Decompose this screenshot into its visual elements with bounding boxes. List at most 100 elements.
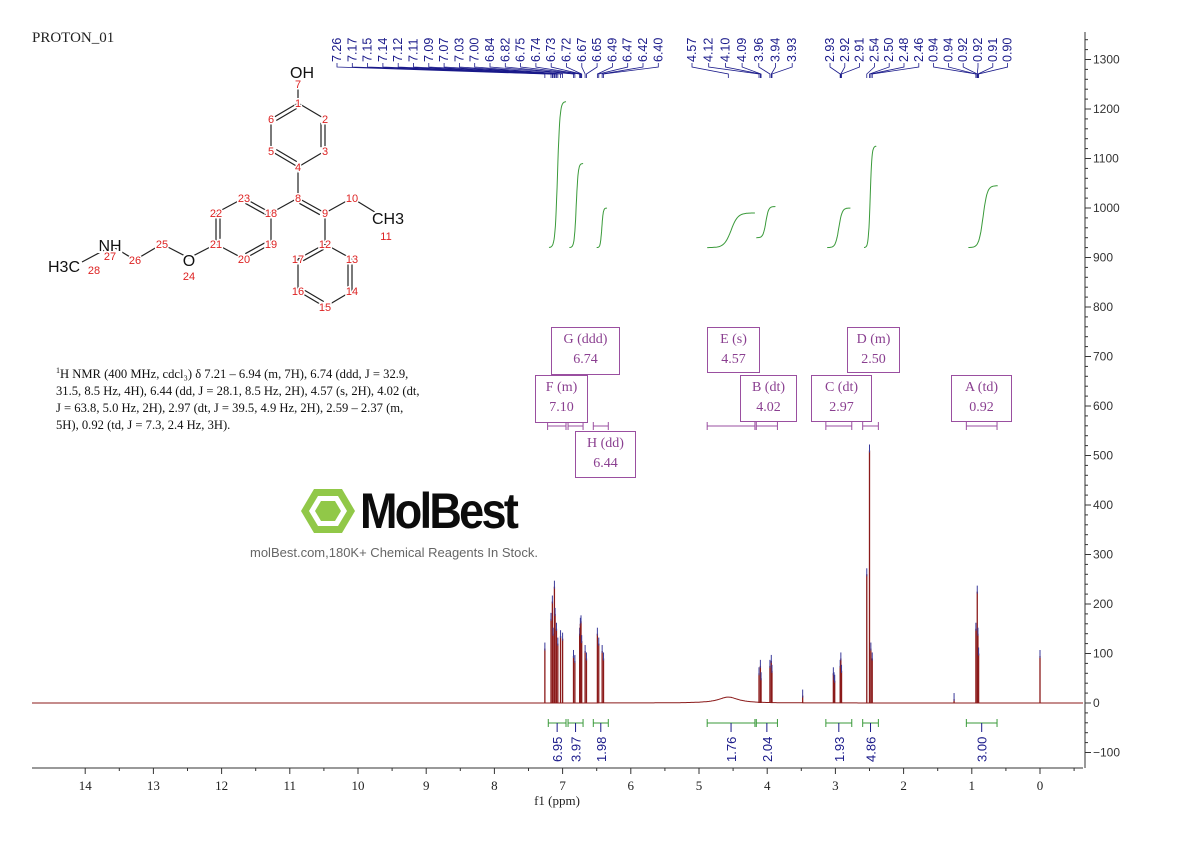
multiplet-shift: 7.10 — [549, 400, 574, 415]
multiplet-box-a: A (td) 0.92 — [951, 375, 1012, 422]
atom-number: 2 — [322, 114, 328, 126]
bond — [324, 243, 353, 260]
atom-number: 5 — [268, 146, 274, 158]
atom-number: 13 — [346, 254, 358, 266]
peak-label: 7.26 — [330, 38, 344, 62]
atom-number: 22 — [210, 208, 222, 220]
peak-label-connector — [770, 63, 776, 78]
bond — [161, 243, 190, 259]
integral-curve — [968, 185, 998, 248]
double-bond — [245, 202, 267, 216]
peak-label-connector — [603, 63, 659, 78]
peak-label-connector — [758, 63, 771, 78]
integral-curves — [548, 101, 998, 249]
peak-label-connector — [598, 63, 629, 78]
bond — [297, 290, 326, 308]
peak-label-connector — [840, 63, 846, 78]
peak-label-connector — [871, 63, 920, 78]
peak-label-connector — [866, 63, 875, 78]
y-tick-label: 200 — [1093, 597, 1113, 611]
peak-label: 7.03 — [452, 38, 466, 62]
bond — [188, 243, 217, 259]
x-tick-label: 7 — [559, 778, 566, 793]
atom-number: 11 — [380, 231, 391, 243]
bond — [297, 150, 326, 168]
peak-label: 6.72 — [560, 38, 574, 62]
peak-label-connector — [691, 63, 729, 78]
peak-label: 0.94 — [941, 38, 955, 62]
atom-number: 19 — [265, 239, 277, 251]
y-tick-label: 700 — [1093, 350, 1113, 364]
peak-label-connector — [725, 63, 761, 78]
bond — [297, 243, 326, 260]
atom-number: 18 — [265, 208, 277, 220]
peak-label: 2.92 — [838, 38, 852, 62]
x-tick-label: 12 — [215, 778, 228, 793]
atom-label-h3c: H3C — [48, 259, 80, 276]
x-tick-label: 9 — [423, 778, 430, 793]
multiplet-box-f: F (m) 7.10 — [535, 375, 588, 423]
multiplet-label: E (s) — [720, 332, 747, 347]
peak-labels: 7.26 7.17 7.15 7.14 7.12 7.11 7.09 7.07 7.03 7.00… — [330, 38, 1015, 78]
y-tick-label: 600 — [1093, 399, 1113, 413]
multiplet-label: B (dt) — [751, 380, 786, 395]
watermark-tagline: molBest.com,180K+ Chemical Reagents In S… — [250, 545, 538, 560]
peak-label: 2.54 — [867, 38, 881, 62]
double-bond — [302, 288, 325, 303]
peak-label-connector — [428, 63, 557, 78]
multiplet-box-h: H (dd) 6.44 — [575, 431, 636, 478]
bond — [324, 290, 353, 308]
nmr-description: 1H NMR (400 MHz, cdcl₃) δ 7.21 – 6.94 (m… — [56, 362, 426, 434]
bond — [81, 245, 113, 263]
atom-number: 14 — [346, 286, 358, 298]
watermark-logo-text: MolBest — [360, 483, 519, 539]
bond — [297, 197, 326, 214]
peak-label-connector — [841, 63, 860, 78]
peak-label: 0.90 — [1001, 38, 1015, 62]
integral-value: 3.97 — [569, 737, 584, 762]
peak-label: 6.74 — [529, 38, 543, 62]
integral-value: 6.95 — [550, 737, 565, 762]
peak-label-connector — [869, 63, 890, 78]
x-tick-label: 6 — [628, 778, 635, 793]
x-tick-label: 4 — [764, 778, 771, 793]
y-tick-label: 100 — [1093, 647, 1113, 661]
y-tick-label: 500 — [1093, 449, 1113, 463]
atom-number: 20 — [238, 254, 250, 266]
multiplet-box-c: C (dt) 2.97 — [811, 375, 872, 422]
peak-label-connector — [550, 63, 582, 78]
atom-number: 1 — [295, 98, 301, 110]
peak-label-connector — [520, 63, 581, 78]
multiplet-label: A (td) — [964, 380, 999, 395]
multiplet-shift: 2.97 — [829, 400, 854, 415]
atom-label-nh: NH — [98, 238, 121, 255]
bond — [134, 243, 163, 261]
x-tick-label: 2 — [900, 778, 907, 793]
atom-number: 4 — [295, 162, 301, 174]
spectrum-peaks — [544, 444, 1041, 703]
y-tick-label: 0 — [1093, 696, 1100, 710]
multiplet-label: G (ddd) — [563, 332, 608, 347]
peak-label-connector — [566, 63, 583, 78]
x-axis: 14 13 12 11 10 9 8 7 6 5 4 3 2 1 0 — [32, 767, 1083, 793]
integral-value: 1.93 — [832, 737, 847, 762]
peak-label: 2.93 — [823, 38, 837, 62]
bond — [351, 197, 379, 215]
integral-curve — [707, 212, 755, 249]
atom-number: 10 — [346, 193, 358, 205]
peak-label-connector — [474, 63, 563, 78]
integral-value: 1.98 — [594, 737, 609, 762]
double-bond — [302, 248, 324, 262]
bond — [111, 245, 136, 261]
multiplet-box-g: G (ddd) 6.74 — [551, 327, 620, 375]
integral-curve — [756, 206, 776, 239]
peak-label: 7.17 — [345, 38, 359, 62]
y-tick-label: −100 — [1093, 746, 1120, 760]
peak-label-connector — [581, 63, 586, 78]
x-tick-label: 8 — [491, 778, 498, 793]
peak-label: 6.75 — [514, 38, 528, 62]
peak-label-connector — [443, 63, 559, 78]
peak-label: 2.48 — [897, 38, 911, 62]
spectrum-title: PROTON_01 — [32, 30, 115, 46]
peak-label-connector — [771, 63, 793, 78]
